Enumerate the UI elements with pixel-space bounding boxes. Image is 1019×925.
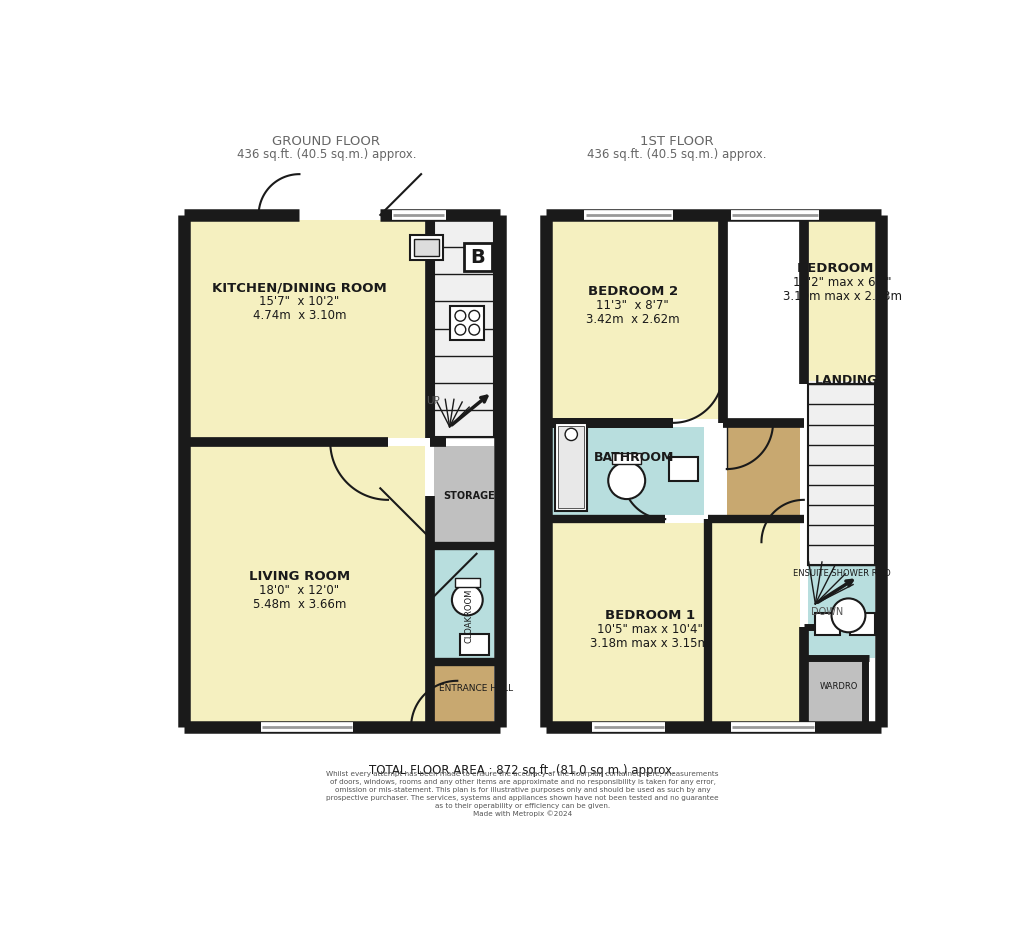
Bar <box>807 380 874 627</box>
Circle shape <box>451 585 482 615</box>
Bar <box>190 220 425 438</box>
Bar <box>550 426 703 515</box>
Bar <box>807 558 874 658</box>
Text: 10'5" max x 10'4": 10'5" max x 10'4" <box>596 623 702 635</box>
Text: Whilst every attempt has been made to ensure the accuracy of the floorplan conta: Whilst every attempt has been made to en… <box>326 771 718 818</box>
Bar <box>611 453 641 463</box>
Circle shape <box>830 598 864 633</box>
Circle shape <box>565 428 577 440</box>
Text: 3.18m max x 3.15m: 3.18m max x 3.15m <box>590 636 708 649</box>
Bar <box>454 577 479 586</box>
Circle shape <box>454 311 466 321</box>
Text: 15'7"  x 10'2": 15'7" x 10'2" <box>259 295 339 308</box>
Circle shape <box>469 311 479 321</box>
Text: B: B <box>470 248 485 266</box>
Text: 18'0"  x 12'0": 18'0" x 12'0" <box>259 585 339 598</box>
Bar <box>807 385 874 565</box>
Bar <box>550 523 799 722</box>
Bar <box>434 661 494 722</box>
Text: GROUND FLOOR: GROUND FLOOR <box>272 135 380 148</box>
Circle shape <box>454 325 466 335</box>
Text: ENSUITE SHOWER ROO: ENSUITE SHOWER ROO <box>792 569 890 577</box>
Bar <box>554 423 587 512</box>
Bar <box>557 426 584 509</box>
Bar <box>464 243 491 271</box>
Text: KITCHEN/DINING ROOM: KITCHEN/DINING ROOM <box>212 281 386 294</box>
Text: UP: UP <box>426 396 440 405</box>
Circle shape <box>607 462 645 500</box>
Bar <box>410 235 443 260</box>
Bar <box>460 634 488 656</box>
Bar <box>414 239 438 255</box>
Text: 3.10m max x 2.03m: 3.10m max x 2.03m <box>782 290 901 303</box>
Bar <box>668 458 698 481</box>
Text: ENTRANCE HALL: ENTRANCE HALL <box>439 684 514 693</box>
Text: CLOAKROOM: CLOAKROOM <box>464 588 473 643</box>
Text: BATHROOM: BATHROOM <box>594 451 674 464</box>
Text: WARDRO: WARDRO <box>818 683 857 692</box>
Text: 436 sq.ft. (40.5 sq.m.) approx.: 436 sq.ft. (40.5 sq.m.) approx. <box>236 148 416 161</box>
Bar <box>190 446 425 722</box>
Text: BEDROOM 3: BEDROOM 3 <box>797 263 887 276</box>
Text: BEDROOM 1: BEDROOM 1 <box>604 609 694 622</box>
Bar <box>450 306 484 339</box>
Bar <box>550 220 718 419</box>
Text: 1ST FLOOR: 1ST FLOOR <box>639 135 713 148</box>
Text: 5.48m  x 3.66m: 5.48m x 3.66m <box>253 598 345 611</box>
Text: TOTAL FLOOR AREA : 872 sq.ft. (81.0 sq.m.) approx.: TOTAL FLOOR AREA : 872 sq.ft. (81.0 sq.m… <box>369 764 676 777</box>
Bar <box>434 446 494 546</box>
Bar <box>849 613 873 635</box>
Bar <box>434 220 494 438</box>
Bar <box>434 546 494 661</box>
Text: 4.74m  x 3.10m: 4.74m x 3.10m <box>253 309 345 322</box>
Text: DOWN: DOWN <box>811 608 843 617</box>
Bar <box>727 426 799 627</box>
Text: BEDROOM 2: BEDROOM 2 <box>587 286 678 299</box>
Circle shape <box>469 325 479 335</box>
Text: 3.42m  x 2.62m: 3.42m x 2.62m <box>586 314 679 327</box>
Bar <box>434 220 494 437</box>
Text: STORAGE: STORAGE <box>442 491 494 501</box>
Bar <box>807 220 874 419</box>
Text: LIVING ROOM: LIVING ROOM <box>249 571 350 584</box>
Text: 11'3"  x 8'7": 11'3" x 8'7" <box>596 300 668 313</box>
Text: 436 sq.ft. (40.5 sq.m.) approx.: 436 sq.ft. (40.5 sq.m.) approx. <box>586 148 765 161</box>
Bar <box>814 613 840 635</box>
Text: LANDING: LANDING <box>813 374 877 387</box>
Bar <box>807 660 868 722</box>
Text: 10'2" max x 6'8": 10'2" max x 6'8" <box>793 277 891 290</box>
